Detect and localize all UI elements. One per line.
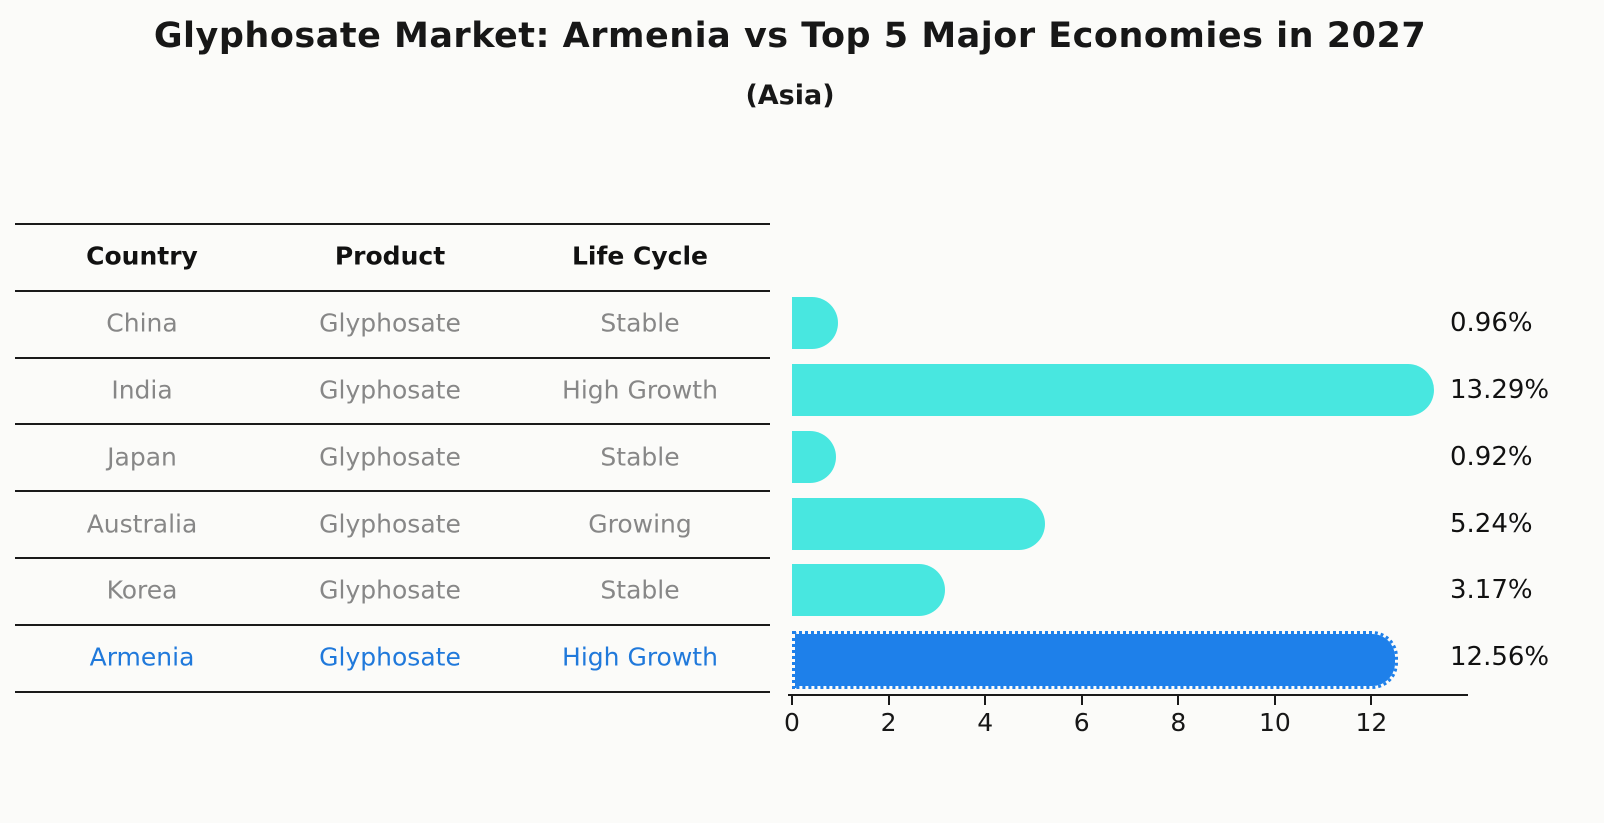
bar-value-label: 12.56%: [1450, 642, 1550, 673]
table-cell-product: Glyphosate: [319, 575, 461, 605]
x-tick-mark: [1370, 696, 1373, 705]
table-cell-life_cycle: Stable: [600, 308, 680, 338]
bar-india: [792, 364, 1434, 416]
table-rule: [15, 623, 770, 626]
table-cell-product: Glyphosate: [319, 642, 461, 672]
chart-title: Glyphosate Market: Armenia vs Top 5 Majo…: [153, 16, 1427, 56]
table-cell-life_cycle: Stable: [600, 575, 680, 605]
x-tick-label: 8: [1170, 708, 1187, 737]
table-cell-life_cycle: Stable: [600, 442, 680, 472]
x-tick-label: 2: [880, 708, 897, 737]
x-tick-mark: [791, 696, 793, 705]
table-cell-product: Glyphosate: [319, 308, 461, 338]
table-cell-life_cycle: High Growth: [562, 642, 718, 672]
x-tick-label: 10: [1258, 708, 1291, 737]
table-cell-country: China: [106, 308, 178, 338]
bar-australia: [792, 497, 1046, 550]
bar-china: [792, 297, 839, 350]
table-cell-country: Armenia: [89, 642, 195, 672]
table-rule: [15, 223, 770, 225]
bar-value-label: 5.24%: [1450, 508, 1533, 539]
table-rule: [15, 490, 770, 493]
x-axis-line: [788, 694, 1468, 696]
table-cell-product: Glyphosate: [319, 442, 461, 472]
table-rule: [15, 557, 770, 559]
bar-korea: [792, 564, 946, 617]
table-cell-country: Korea: [106, 575, 178, 605]
x-tick-label: 12: [1355, 708, 1388, 737]
bar-value-label: 13.29%: [1450, 375, 1550, 405]
x-tick-label: 4: [977, 708, 994, 737]
table-cell-life_cycle: Growing: [588, 509, 692, 539]
table-rule: [15, 356, 770, 359]
x-tick-mark: [1080, 696, 1083, 705]
x-tick-label: 0: [784, 708, 800, 737]
x-tick-mark: [887, 696, 890, 705]
x-tick-mark: [984, 696, 987, 705]
table-header-country: Country: [86, 241, 198, 271]
bar-armenia: [792, 631, 1399, 690]
bar-value-label: 0.96%: [1450, 308, 1533, 339]
table-cell-country: Australia: [86, 509, 198, 539]
table-cell-product: Glyphosate: [319, 509, 461, 539]
table-cell-country: India: [111, 375, 173, 405]
table-cell-country: Japan: [107, 442, 177, 472]
bar-value-label: 3.17%: [1450, 575, 1533, 606]
chart-subtitle: (Asia): [745, 80, 835, 111]
x-tick-mark: [1177, 696, 1180, 705]
table-rule: [15, 289, 770, 292]
x-tick-label: 6: [1073, 708, 1090, 737]
table-cell-product: Glyphosate: [319, 375, 461, 405]
bar-japan: [792, 430, 837, 483]
table-cell-life_cycle: High Growth: [562, 375, 718, 405]
table-header-product: Product: [334, 241, 446, 271]
table-header-life-cycle: Life Cycle: [571, 241, 709, 271]
x-tick-mark: [1273, 696, 1276, 705]
table-rule: [15, 690, 770, 693]
bar-value-label: 0.92%: [1450, 441, 1533, 472]
table-rule: [15, 423, 770, 426]
